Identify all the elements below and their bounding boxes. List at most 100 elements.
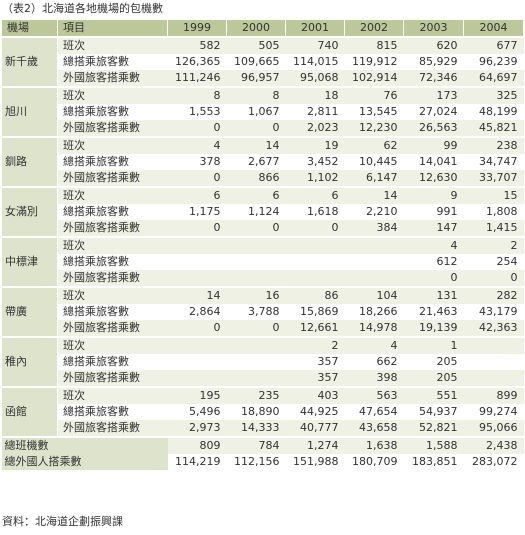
table-cell: 95,066: [463, 420, 524, 437]
metric-label: 總搭乘旅客數: [57, 54, 168, 70]
table-cell: 2: [285, 336, 345, 354]
table-row: 外國旅客搭乘數 0 866 1,102 6,147 12,630 33,707: [2, 170, 524, 187]
table-cell: 2,864: [167, 304, 227, 320]
metric-label: 班次: [57, 36, 168, 54]
table-row: 外國旅客搭乘數 0 0: [2, 270, 524, 287]
table-cell: [344, 254, 404, 270]
table-row: 外國旅客搭乘數 357 398 205: [2, 370, 524, 387]
airport-name: 釧路: [1, 136, 58, 187]
table-cell: [226, 354, 286, 370]
table-cell: 1,067: [226, 104, 286, 120]
table-cell: 18,266: [344, 304, 404, 320]
total-label: 總外國人搭乘數: [1, 454, 168, 470]
table-cell: 64,697: [463, 70, 524, 87]
table-cell: 114,015: [285, 54, 345, 70]
table-cell: 1,808: [463, 204, 524, 220]
table-cell: 254: [463, 254, 524, 270]
metric-label: 班次: [57, 286, 168, 304]
metric-label: 外國旅客搭乘數: [57, 220, 168, 237]
table-cell: 14,978: [344, 320, 404, 337]
table-cell: 612: [403, 254, 464, 270]
table-row: 外國旅客搭乘數 0 0 2,023 12,230 26,563 45,821: [2, 120, 524, 137]
table-cell: 282: [463, 286, 524, 304]
table-cell: 0: [226, 220, 286, 237]
table-cell: 5,496: [167, 404, 227, 420]
table-cell: 582: [167, 36, 227, 54]
table-cell: 99: [403, 136, 464, 154]
table-cell: 72,346: [403, 70, 464, 87]
table-cell: 14: [167, 286, 227, 304]
table-cell: 43,179: [463, 304, 524, 320]
metric-label: 外國旅客搭乘數: [57, 420, 168, 437]
table-cell: 551: [403, 386, 464, 404]
table-cell: [226, 370, 286, 387]
table-cell: 104: [344, 286, 404, 304]
table-cell: 12,630: [403, 170, 464, 187]
table-cell: 15: [463, 186, 524, 204]
table-cell: 620: [403, 36, 464, 54]
table-cell: 19,139: [403, 320, 464, 337]
table-cell: 18,890: [226, 404, 286, 420]
table-cell: 0: [167, 120, 227, 137]
table-cell: [285, 254, 345, 270]
table-cell: 26,563: [403, 120, 464, 137]
table-cell: 14: [344, 186, 404, 204]
table-cell: 238: [463, 136, 524, 154]
table-cell: 86: [285, 286, 345, 304]
table-cell: 9: [403, 186, 464, 204]
table-cell: 1,618: [285, 204, 345, 220]
table-cell: 15,869: [285, 304, 345, 320]
header-airport: 機場: [1, 19, 58, 38]
table-cell: 34,747: [463, 154, 524, 170]
table-cell: 19: [285, 136, 345, 154]
total-cell: 114,219: [167, 454, 227, 470]
table-cell: 357: [285, 370, 345, 387]
table-cell: [226, 254, 286, 270]
table-cell: 1,175: [167, 204, 227, 220]
table-cell: [285, 236, 345, 254]
table-cell: 12,230: [344, 120, 404, 137]
total-cell: 151,988: [285, 454, 345, 470]
table-cell: 505: [226, 36, 286, 54]
table-cell: [463, 354, 524, 370]
table-cell: 384: [344, 220, 404, 237]
table-cell: [463, 336, 524, 354]
airport-name: 函館: [1, 386, 58, 437]
table-cell: 1,553: [167, 104, 227, 120]
airport-name: 帶廣: [1, 286, 58, 337]
table-cell: 357: [285, 354, 345, 370]
table-cell: [344, 236, 404, 254]
table-cell: 563: [344, 386, 404, 404]
header-year-2000: 2000: [226, 19, 286, 38]
metric-label: 班次: [57, 86, 168, 104]
table-cell: 866: [226, 170, 286, 187]
table-cell: 0: [167, 220, 227, 237]
table-cell: 3,452: [285, 154, 345, 170]
table-row: 總搭乘旅客數 612 254: [2, 254, 524, 270]
table-row: 旭川 班次 8 8 18 76 173 325: [1, 86, 524, 137]
table-caption: （表2）北海道各地機場的包機數: [2, 2, 163, 15]
table-cell: 2,210: [344, 204, 404, 220]
table-cell: 0: [167, 320, 227, 337]
airport-name: 中標津: [1, 236, 58, 287]
table-cell: 677: [463, 36, 524, 54]
table-cell: 48,199: [463, 104, 524, 120]
table-cell: [226, 336, 286, 354]
table-cell: 76: [344, 86, 404, 104]
table-cell: 398: [344, 370, 404, 387]
table-cell: 205: [403, 354, 464, 370]
table-row: 總搭乘旅客數 378 2,677 3,452 10,445 14,041 34,747: [2, 154, 524, 170]
table-row: 總搭乘旅客數 357 662 205: [2, 354, 524, 370]
table-cell: 13,545: [344, 104, 404, 120]
table-cell: 6: [226, 186, 286, 204]
table-cell: 378: [167, 154, 227, 170]
metric-label: 總搭乘旅客數: [57, 154, 168, 170]
metric-label: 總搭乘旅客數: [57, 104, 168, 120]
table-cell: [285, 270, 345, 287]
table-cell: 33,707: [463, 170, 524, 187]
table-cell: 40,777: [285, 420, 345, 437]
total-cell: 2,438: [463, 436, 524, 454]
table-cell: 18: [285, 86, 345, 104]
metric-label: 外國旅客搭乘數: [57, 120, 168, 137]
total-cell: 283,072: [463, 454, 524, 470]
